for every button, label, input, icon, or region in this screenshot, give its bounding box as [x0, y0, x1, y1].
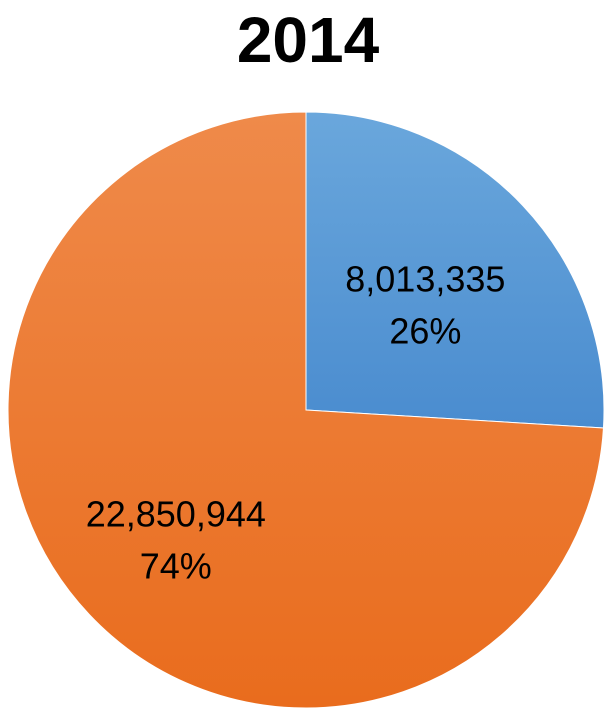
slice-value-label-1: 8,013,335 [345, 259, 505, 300]
pie-slice-2 [7, 111, 604, 709]
slice-percent-label-2: 74% [140, 546, 212, 587]
pie-slices [7, 111, 605, 709]
pie-slice-1 [305, 111, 605, 429]
pie-data-labels: 8,013,335 26% 22,850,944 74% [86, 259, 506, 587]
slice-value-label-2: 22,850,944 [86, 494, 266, 535]
slice-percent-label-1: 26% [389, 311, 461, 352]
chart-title: 2014 [236, 4, 380, 76]
